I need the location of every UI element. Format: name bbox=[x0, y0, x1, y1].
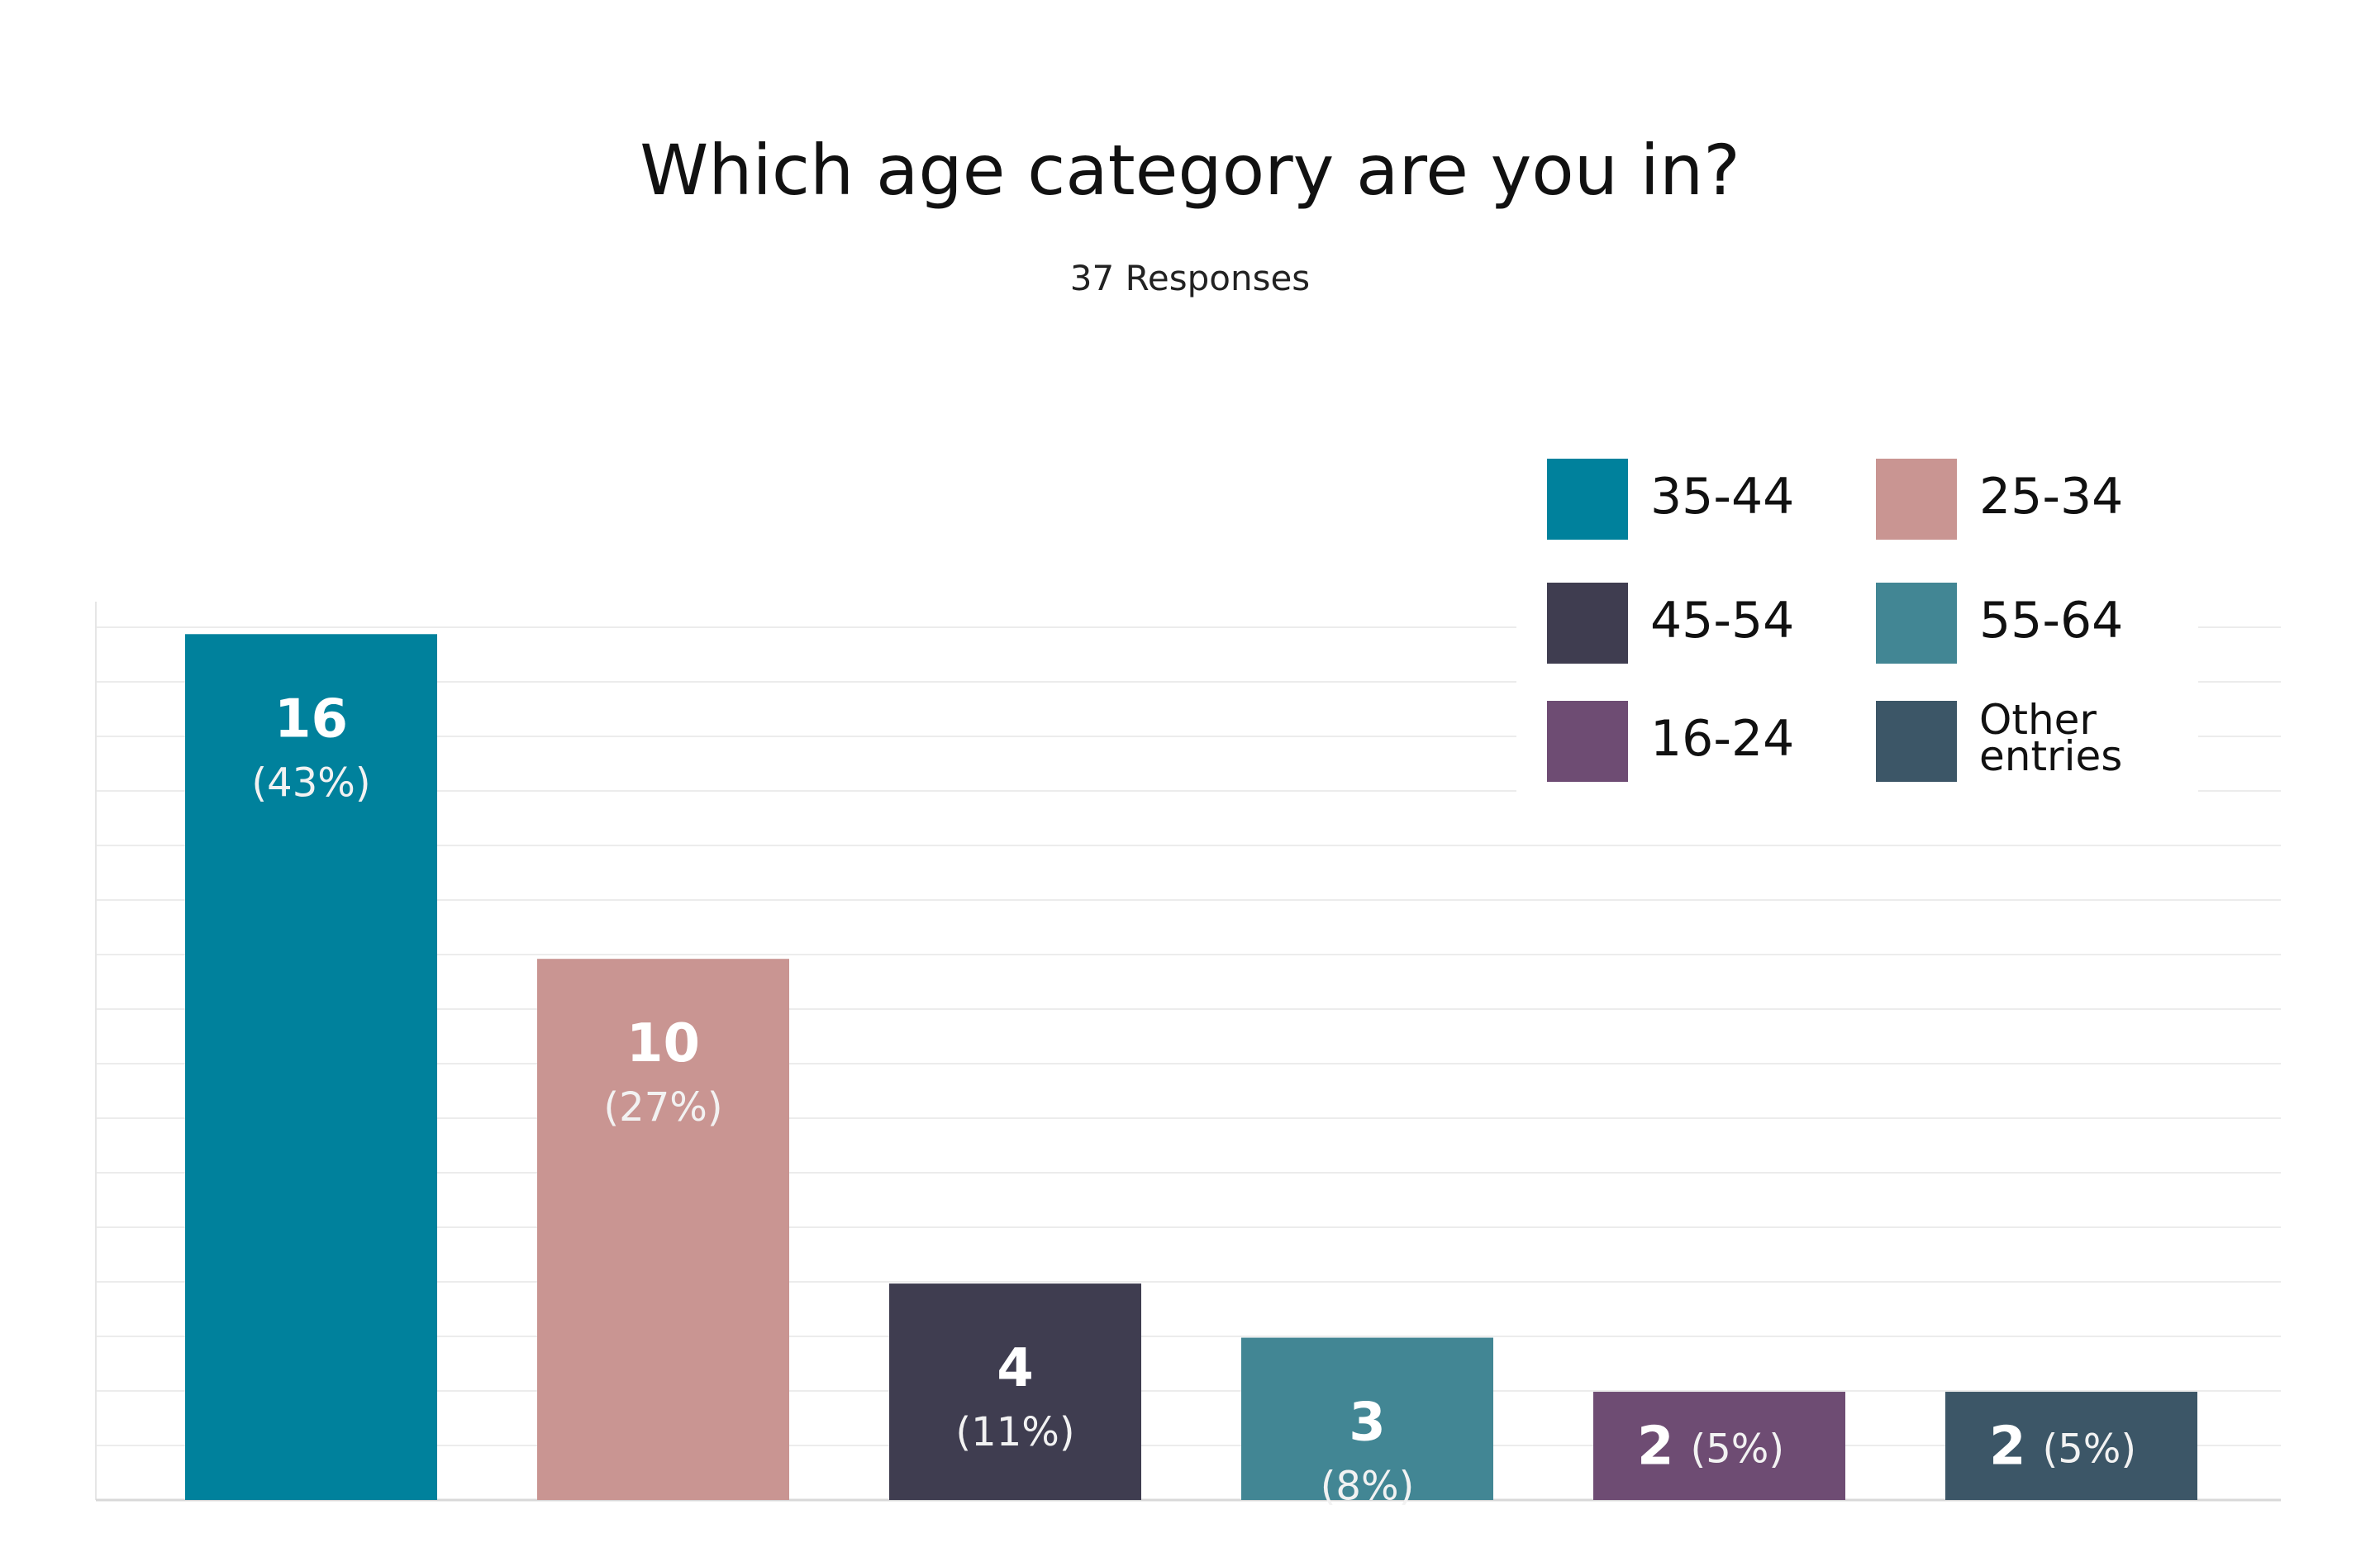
bar-percent-label-1: (27%) bbox=[603, 1084, 722, 1131]
bar-percent-label-5: (5%) bbox=[2043, 1426, 2137, 1473]
legend-swatch-1 bbox=[1876, 459, 1957, 540]
bar-2 bbox=[889, 1283, 1141, 1500]
legend-label-0: 35-44 bbox=[1650, 468, 1794, 526]
chart-title: Which age category are you in? bbox=[640, 130, 1740, 211]
legend-label-1: 25-34 bbox=[1979, 468, 2123, 526]
legend-swatch-2 bbox=[1547, 583, 1628, 664]
bar-value-label-5: 2 bbox=[1989, 1417, 2026, 1478]
bar-value-label-1: 10 bbox=[626, 1013, 700, 1074]
legend-swatch-4 bbox=[1547, 701, 1628, 782]
legend-swatch-5 bbox=[1876, 701, 1957, 782]
legend-swatch-0 bbox=[1547, 459, 1628, 540]
bar-percent-label-3: (8%) bbox=[1321, 1464, 1415, 1510]
legend-label-4: 16-24 bbox=[1650, 710, 1794, 768]
bar-percent-label-2: (11%) bbox=[955, 1409, 1074, 1455]
legend-label-2: 45-54 bbox=[1650, 592, 1794, 650]
chart-subtitle: 37 Responses bbox=[1069, 258, 1311, 298]
bar-4 bbox=[1593, 1392, 1845, 1500]
legend-box bbox=[1516, 434, 2198, 798]
legend-label-5: Other entries bbox=[1979, 696, 2122, 780]
bar-value-label-0: 16 bbox=[274, 688, 348, 750]
bar-0 bbox=[185, 634, 437, 1500]
bar-percent-label-0: (43%) bbox=[251, 760, 370, 806]
bar-1 bbox=[537, 959, 789, 1500]
bar-value-label-4: 2 bbox=[1637, 1417, 1674, 1478]
bar-percent-label-4: (5%) bbox=[1691, 1426, 1785, 1473]
bar-5 bbox=[1945, 1392, 2197, 1500]
legend-swatch-3 bbox=[1876, 583, 1957, 664]
bar-value-label-3: 3 bbox=[1349, 1393, 1386, 1454]
bar-3 bbox=[1241, 1337, 1493, 1500]
legend-label-3: 55-64 bbox=[1979, 592, 2123, 650]
bar-value-label-2: 4 bbox=[997, 1338, 1034, 1399]
